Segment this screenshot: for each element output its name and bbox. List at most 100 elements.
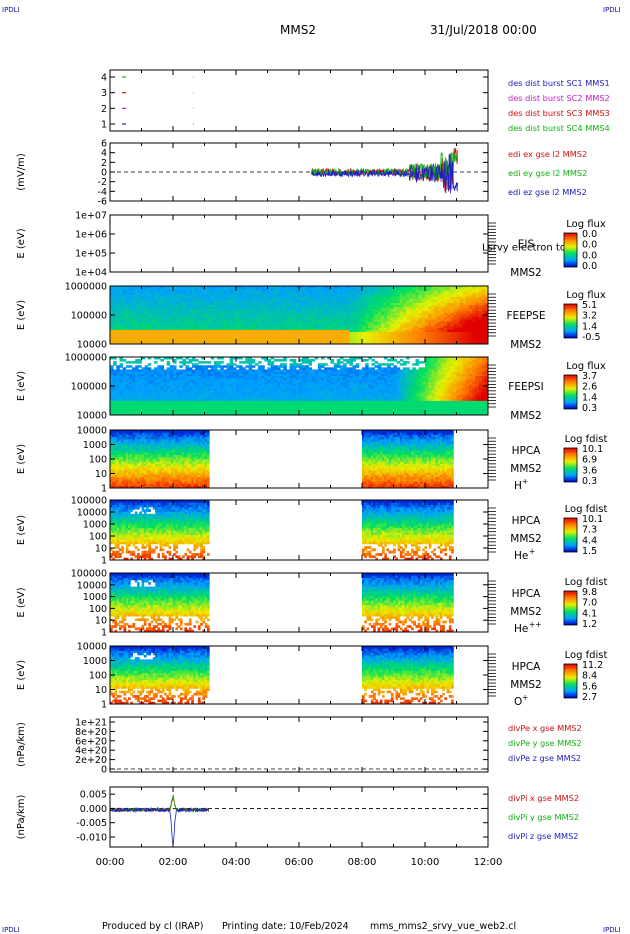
heatmap-cell: [135, 337, 139, 341]
heatmap-cell: [450, 319, 454, 322]
heatmap-cell: [475, 331, 479, 335]
heatmap-cell: [343, 286, 347, 289]
heatmap-cell: [434, 323, 438, 326]
heatmap-cell: [447, 298, 451, 301]
heatmap-cell: [406, 337, 410, 341]
heatmap-cell: [428, 306, 432, 310]
heatmap-cell: [286, 319, 290, 322]
heatmap-cell: [450, 296, 454, 299]
heatmap-cell: [387, 317, 391, 320]
heatmap-cell: [261, 298, 265, 301]
heatmap-cell: [339, 296, 344, 299]
heatmap-cell: [402, 300, 407, 303]
heatmap-cell: [261, 339, 265, 343]
heatmap-cell: [472, 331, 476, 335]
heatmap-cell: [144, 404, 149, 408]
heatmap-cell: [484, 312, 489, 316]
heatmap-cell: [368, 298, 372, 301]
heatmap-cell: [166, 335, 171, 339]
heatmap-cell: [141, 296, 146, 299]
heatmap-cell: [201, 331, 205, 335]
heatmap-cell: [327, 288, 331, 291]
heatmap-cell: [286, 304, 290, 308]
heatmap-cell: [150, 310, 155, 314]
heatmap-cell: [128, 361, 133, 364]
heatmap-cell: [254, 337, 259, 341]
heatmap-cell: [280, 363, 284, 366]
heatmap-cell: [179, 315, 183, 318]
heatmap-cell: [110, 402, 114, 406]
heatmap-cell: [245, 323, 249, 326]
heatmap-cell: [267, 288, 272, 291]
heatmap-cell: [330, 339, 335, 343]
heatmap-cell: [132, 292, 136, 295]
heatmap-cell: [251, 337, 256, 341]
heatmap-cell: [472, 321, 476, 324]
heatmap-cell: [283, 294, 287, 297]
heatmap-cell: [302, 312, 306, 316]
heatmap-cell: [380, 327, 385, 330]
heatmap-cell: [128, 406, 133, 410]
heatmap-cell: [481, 304, 486, 308]
heatmap-cell: [384, 325, 388, 328]
heatmap-cell: [248, 323, 253, 326]
heatmap-cell: [453, 317, 457, 320]
heatmap-cell: [299, 286, 303, 289]
heatmap-cell: [399, 286, 404, 289]
heatmap-cell: [147, 308, 152, 312]
heatmap-cell: [358, 315, 363, 318]
heatmap-cell: [339, 308, 344, 312]
heatmap-cell: [116, 306, 120, 310]
heatmap-cell: [409, 329, 413, 332]
heatmap-cell: [210, 290, 215, 293]
heatmap-cell: [150, 369, 155, 372]
heatmap-cell: [292, 302, 297, 306]
heatmap-cell: [226, 298, 231, 301]
heatmap-cell: [150, 388, 155, 391]
heatmap-cell: [157, 294, 161, 297]
heatmap-cell: [157, 331, 161, 335]
heatmap-cell: [198, 300, 202, 303]
heatmap-cell: [472, 337, 476, 341]
heatmap-cell: [333, 327, 338, 330]
heatmap-cell: [393, 312, 398, 316]
heatmap-cell: [236, 323, 240, 326]
heatmap-cell: [387, 302, 391, 306]
heatmap-cell: [261, 335, 265, 339]
heatmap-cell: [179, 296, 183, 299]
heatmap-cell: [440, 306, 445, 310]
heatmap-cell: [280, 294, 284, 297]
heatmap-cell: [390, 300, 394, 303]
heatmap-cell: [188, 333, 193, 337]
heatmap-cell: [283, 300, 287, 303]
heatmap-cell: [428, 304, 432, 308]
heatmap-cell: [267, 319, 272, 322]
heatmap-cell: [431, 325, 435, 328]
heatmap-cell: [431, 302, 435, 306]
heatmap-cell: [349, 302, 353, 306]
heatmap-cell: [185, 341, 190, 345]
heatmap-cell: [434, 341, 438, 345]
heatmap-cell: [251, 304, 256, 308]
heatmap-cell: [125, 361, 130, 364]
heatmap-cell: [128, 331, 133, 335]
heatmap-cell: [166, 292, 171, 295]
heatmap-cell: [179, 290, 183, 293]
heatmap-cell: [122, 325, 127, 328]
heatmap-cell: [239, 317, 243, 320]
heatmap-cell: [289, 341, 294, 345]
heatmap-cell: [384, 329, 388, 332]
heatmap-cell: [132, 367, 136, 370]
heatmap-cell: [462, 315, 467, 318]
heatmap-cell: [207, 298, 212, 301]
heatmap-cell: [169, 300, 174, 303]
heatmap-cell: [163, 288, 168, 291]
heatmap-cell: [198, 294, 202, 297]
heatmap-cell: [191, 331, 196, 335]
heatmap-cell: [258, 300, 262, 303]
heatmap-cell: [465, 315, 470, 318]
heatmap-cell: [314, 331, 319, 335]
heatmap-cell: [135, 359, 139, 362]
heatmap-cell: [434, 312, 438, 316]
heatmap-cell: [299, 329, 303, 332]
